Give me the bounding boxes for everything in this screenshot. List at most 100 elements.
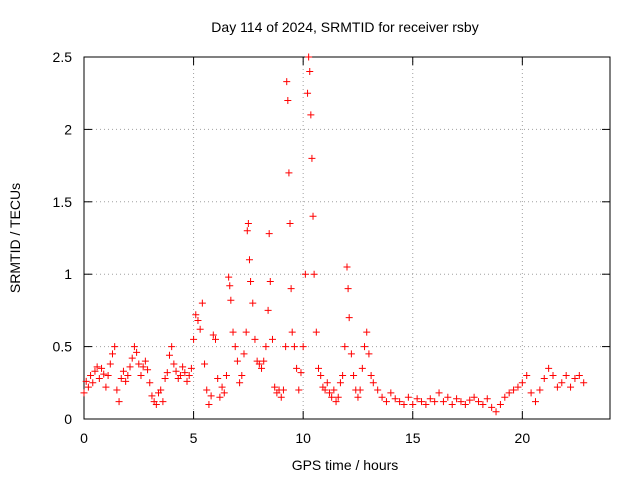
data-point <box>369 379 377 387</box>
data-point <box>268 335 276 343</box>
y-tick-label: 0 <box>64 411 72 427</box>
data-point <box>141 357 149 365</box>
data-point <box>194 317 202 325</box>
data-point <box>483 395 491 403</box>
data-point <box>245 256 253 264</box>
data-point <box>367 372 375 380</box>
data-point <box>282 343 290 351</box>
data-point <box>242 328 250 336</box>
data-point <box>518 379 526 387</box>
data-point <box>339 372 347 380</box>
data-point <box>100 370 108 378</box>
data-point <box>176 372 184 380</box>
data-point <box>328 393 336 401</box>
data-point <box>240 350 248 358</box>
data-point <box>170 360 178 368</box>
data-point <box>93 363 101 371</box>
data-point <box>448 401 456 409</box>
data-point <box>264 306 272 314</box>
data-point <box>222 372 230 380</box>
data-point <box>98 364 106 372</box>
data-point <box>505 389 513 397</box>
y-axis-label: SRMTID / TECUs <box>7 183 23 293</box>
data-point <box>470 393 478 401</box>
data-point <box>378 393 386 401</box>
data-point <box>285 169 293 177</box>
data-point <box>545 364 553 372</box>
data-point <box>361 343 369 351</box>
data-point <box>308 154 316 162</box>
data-point <box>426 395 434 403</box>
data-point <box>172 367 180 375</box>
data-point <box>374 386 382 394</box>
data-point <box>84 383 92 391</box>
data-point <box>444 393 452 401</box>
data-point <box>262 343 270 351</box>
data-point <box>95 374 103 382</box>
data-point <box>231 343 239 351</box>
chart-title: Day 114 of 2024, SRMTID for receiver rsb… <box>211 19 478 35</box>
data-point <box>146 379 154 387</box>
data-point <box>575 372 583 380</box>
data-point <box>286 220 294 228</box>
data-point <box>225 273 233 281</box>
data-point <box>152 401 160 409</box>
grid-lines <box>84 57 610 419</box>
data-point <box>540 374 548 382</box>
data-point <box>387 389 395 397</box>
data-point <box>229 328 237 336</box>
data-point <box>301 270 309 278</box>
data-point <box>218 383 226 391</box>
data-point <box>124 372 132 380</box>
data-point <box>87 372 95 380</box>
data-point <box>317 372 325 380</box>
data-point <box>82 377 90 385</box>
data-point <box>226 282 234 290</box>
data-point <box>571 374 579 382</box>
data-point <box>139 363 147 371</box>
data-point <box>148 392 156 400</box>
x-tick-label: 20 <box>515 430 531 446</box>
data-point <box>236 379 244 387</box>
data-point <box>306 67 314 75</box>
data-point <box>323 379 331 387</box>
x-tick-label: 10 <box>295 430 311 446</box>
data-point <box>104 372 112 380</box>
data-point <box>137 372 145 380</box>
data-point <box>341 343 349 351</box>
data-point <box>382 398 390 406</box>
data-point <box>295 386 303 394</box>
data-point <box>249 299 257 307</box>
data-point <box>536 386 544 394</box>
data-point <box>457 398 465 406</box>
data-point <box>435 389 443 397</box>
data-point <box>288 328 296 336</box>
data-point <box>266 277 274 285</box>
y-tick-label: 1.5 <box>53 194 73 210</box>
data-point <box>279 386 287 394</box>
data-point <box>260 357 268 365</box>
data-point <box>531 398 539 406</box>
data-points <box>80 53 588 416</box>
data-point <box>336 379 344 387</box>
data-point <box>332 398 340 406</box>
data-point <box>409 401 417 409</box>
data-point <box>205 401 213 409</box>
data-point <box>492 408 500 416</box>
x-tick-label: 5 <box>190 430 198 446</box>
data-point <box>330 386 338 394</box>
data-point <box>247 277 255 285</box>
data-point <box>553 383 561 391</box>
data-point <box>475 398 482 406</box>
data-point <box>567 383 575 391</box>
data-point <box>356 386 364 394</box>
data-point <box>479 401 487 409</box>
x-tick-label: 15 <box>405 430 421 446</box>
data-point <box>431 398 439 406</box>
data-point <box>203 386 211 394</box>
data-point <box>251 335 259 343</box>
data-point <box>159 398 167 406</box>
data-point <box>347 350 355 358</box>
data-point <box>214 374 222 382</box>
